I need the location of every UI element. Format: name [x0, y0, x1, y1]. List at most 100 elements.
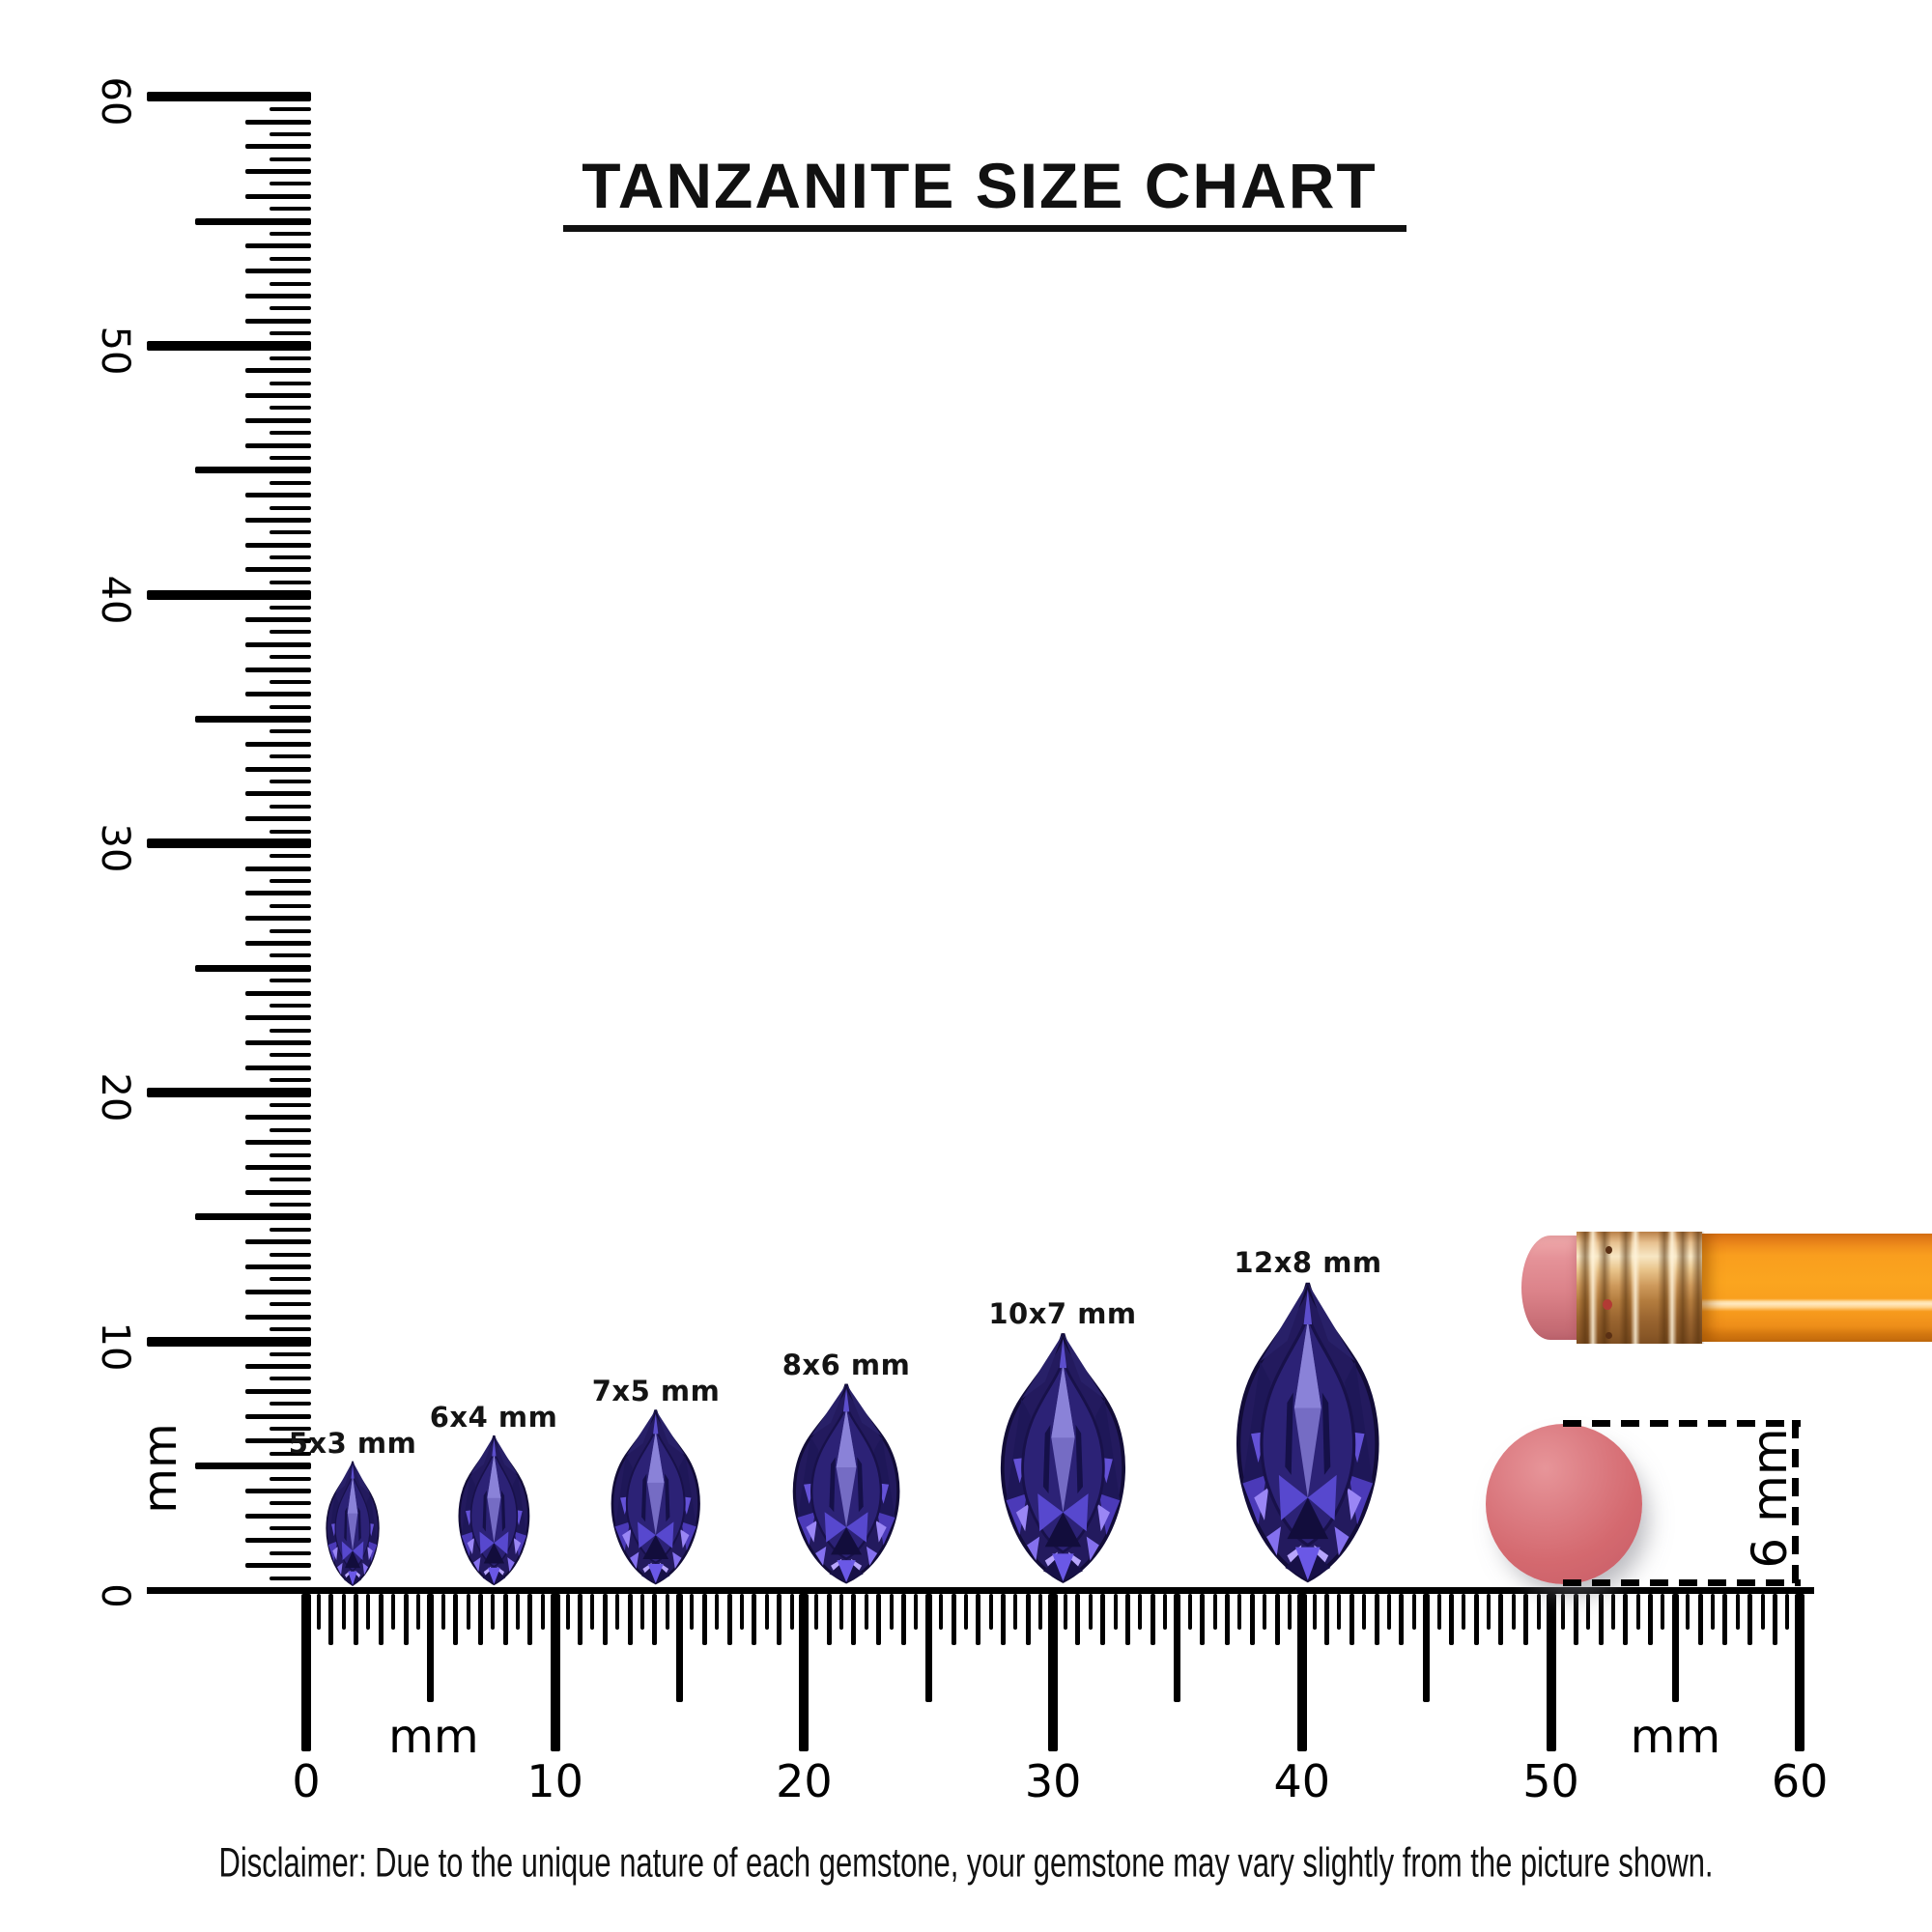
measure-dash-bottom — [1563, 1579, 1801, 1586]
vruler-tick — [270, 928, 311, 933]
vruler-tick — [270, 530, 311, 535]
hruler-tick — [391, 1594, 396, 1630]
eraser-measurement-label: 6 mm — [1742, 1428, 1798, 1569]
pencil — [1521, 1232, 1932, 1344]
vruler-tick — [245, 741, 311, 747]
hruler-tick — [1498, 1594, 1504, 1645]
vruler-tick — [245, 990, 311, 996]
hruler-tick — [939, 1594, 944, 1630]
hruler-tick — [577, 1594, 582, 1645]
vruler-tick — [270, 630, 311, 635]
hruler-tick — [1048, 1594, 1059, 1751]
vruler-tick — [245, 1164, 311, 1170]
hruler-tick — [491, 1594, 496, 1630]
hruler-tick — [1487, 1594, 1492, 1630]
vruler-tick — [245, 293, 311, 298]
ferrule-crimp-dot — [1605, 1246, 1612, 1254]
hruler-tick — [1648, 1594, 1654, 1645]
hruler-label: 20 — [776, 1755, 833, 1807]
vruler-tick — [195, 964, 311, 972]
hruler-tick — [1113, 1594, 1118, 1630]
hruler-tick — [1722, 1594, 1728, 1645]
hruler-tick — [1174, 1594, 1181, 1702]
vruler-tick — [245, 1115, 311, 1121]
vruler-tick — [270, 232, 311, 237]
vruler-tick — [270, 431, 311, 436]
hruler-label: 0 — [292, 1755, 321, 1807]
ruler-baseline — [147, 1587, 1814, 1594]
hruler-tick — [1661, 1594, 1665, 1630]
hruler-tick — [1610, 1594, 1615, 1630]
vruler-tick — [270, 1028, 311, 1033]
hruler-tick — [1312, 1594, 1317, 1630]
vruler-tick — [270, 1451, 311, 1456]
vruler-tick — [270, 1402, 311, 1406]
vruler-tick — [245, 144, 311, 150]
vruler-tick — [245, 667, 311, 672]
vruler-tick — [245, 1563, 311, 1569]
hruler-tick — [701, 1594, 707, 1645]
hruler-tick — [1511, 1594, 1516, 1630]
vruler-label: 60 — [93, 76, 137, 127]
vruler-tick — [245, 1488, 311, 1493]
measure-dash-top — [1563, 1420, 1801, 1427]
pencil-body — [1702, 1234, 1932, 1342]
gemstone-7x5mm — [591, 1407, 721, 1588]
vruler-tick — [245, 269, 311, 274]
hruler-tick — [301, 1594, 311, 1751]
gem-size-label: 8x6 mm — [781, 1349, 911, 1382]
hruler-tick — [876, 1594, 882, 1645]
vruler-label: 0 — [93, 1582, 137, 1608]
hruler-tick — [1038, 1594, 1043, 1630]
vruler-tick — [245, 616, 311, 622]
hruler-tick — [752, 1594, 757, 1645]
vruler-tick — [245, 318, 311, 324]
hruler-tick — [627, 1594, 633, 1645]
hruler-tick — [1212, 1594, 1217, 1630]
hruler-tick — [366, 1594, 371, 1630]
hruler-tick — [1697, 1594, 1703, 1645]
hruler-tick — [516, 1594, 521, 1630]
hruler-tick — [1163, 1594, 1168, 1630]
hruler-tick — [1473, 1594, 1479, 1645]
vruler-tick — [245, 816, 311, 822]
vruler-tick — [245, 1239, 311, 1245]
vruler-tick — [245, 1314, 311, 1320]
vruler-tick — [270, 107, 311, 112]
vruler-tick — [270, 207, 311, 212]
hruler-tick — [839, 1594, 844, 1630]
vruler-tick — [270, 555, 311, 560]
vruler-tick — [245, 1140, 311, 1146]
hruler-tick — [1747, 1594, 1753, 1645]
vruler-tick — [245, 791, 311, 797]
hruler-tick — [440, 1594, 445, 1630]
vruler-tick — [245, 1413, 311, 1419]
hruler-tick — [1187, 1594, 1192, 1630]
vruler-tick — [245, 567, 311, 573]
vruler-tick — [195, 1213, 311, 1221]
hruler-tick — [1399, 1594, 1405, 1645]
vruler-tick — [270, 1302, 311, 1307]
vruler-tick — [270, 829, 311, 834]
vruler-label: 20 — [93, 1072, 137, 1122]
hruler-tick — [963, 1594, 968, 1630]
vruler-tick — [245, 1189, 311, 1195]
vruler-tick — [245, 169, 311, 175]
hruler-tick — [814, 1594, 819, 1630]
hruler-unit-label-left: mm — [388, 1710, 479, 1764]
gem-size-label: 6x4 mm — [429, 1400, 558, 1434]
pear-gem-image — [458, 1434, 529, 1585]
hruler-tick — [715, 1594, 720, 1630]
vruler-tick — [245, 1065, 311, 1070]
hruler-tick — [799, 1594, 810, 1751]
vruler-tick — [270, 355, 311, 360]
vruler-tick — [245, 641, 311, 647]
vruler-tick — [245, 1438, 311, 1444]
hruler-tick — [502, 1594, 508, 1645]
vruler-tick — [270, 1102, 311, 1107]
pencil-ferrule — [1577, 1232, 1705, 1344]
vruler-tick — [147, 92, 311, 102]
hruler-tick — [1785, 1594, 1790, 1630]
ferrule-crimp-dot — [1605, 1332, 1612, 1339]
